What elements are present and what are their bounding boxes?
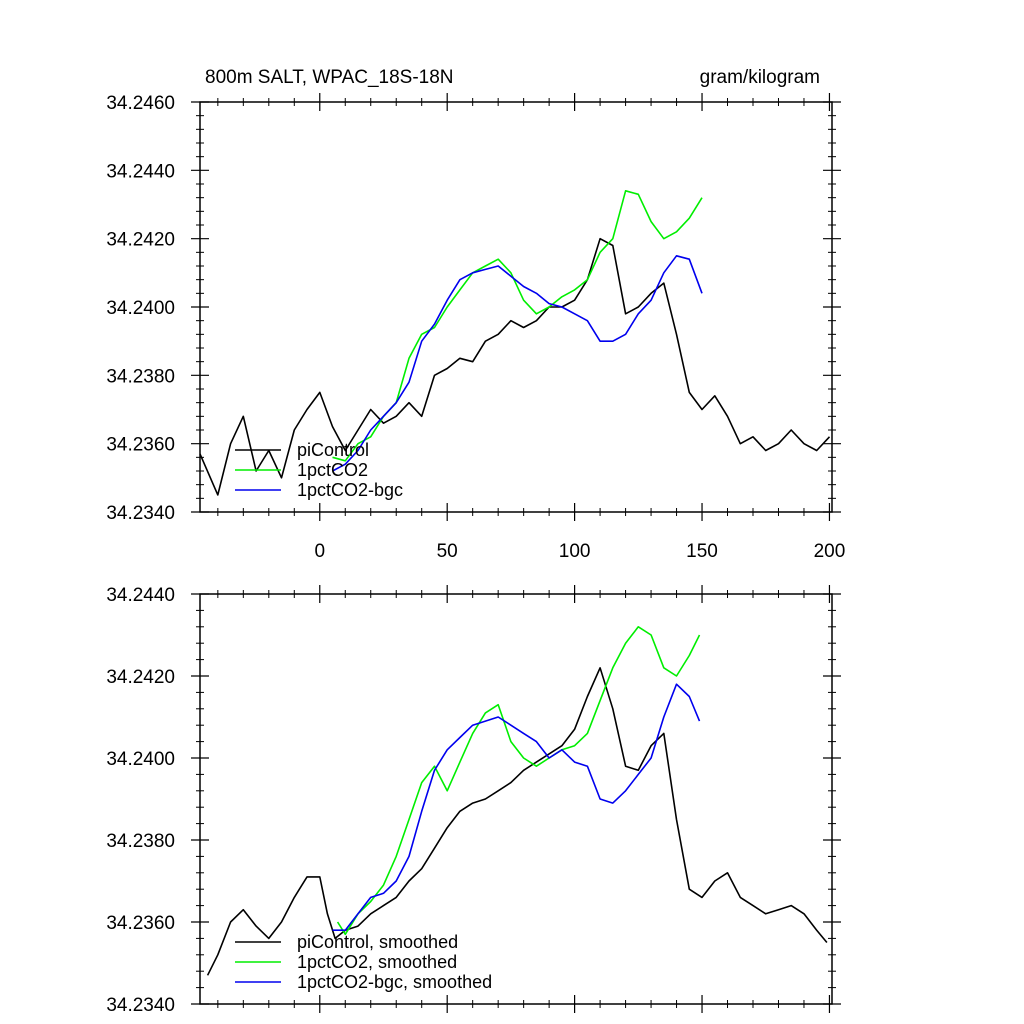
legend-label: 1pctCO2-bgc [297,480,403,500]
x-tick-label: 100 [559,541,591,562]
y-tick-label: 34.2440 [106,585,175,606]
y-tick-label: 34.2340 [106,503,175,524]
x-tick-label: 150 [686,541,718,562]
series-line-2 [336,625,701,936]
series-line-1 [206,666,828,976]
y-tick-label: 34.2380 [106,366,175,387]
y-tick-label: 34.2400 [106,749,175,770]
y-tick-label: 34.2360 [106,913,175,934]
y-tick-label: 34.2420 [106,667,175,688]
plot-frame [199,593,833,1005]
series-line-3 [332,255,703,472]
y-tick-label: 34.2340 [106,995,175,1016]
chart-units: gram/kilogram [700,67,820,88]
y-tick-label: 34.2440 [106,161,175,182]
series-line-3 [332,683,701,932]
y-tick-label: 34.2400 [106,298,175,319]
x-tick-label: 200 [814,541,846,562]
series-line-1 [199,237,831,496]
legend-label: 1pctCO2 [297,460,368,480]
legend-label: 1pctCO2, smoothed [297,952,457,972]
x-tick-label: 0 [314,541,325,562]
y-tick-label: 34.2420 [106,230,175,251]
chart-title: 800m SALT, WPAC_18S-18N [205,67,454,88]
legend-label: 1pctCO2-bgc, smoothed [297,972,492,992]
x-tick-label: 50 [437,541,458,562]
top-panel: 34.2340 34.2360 34.2380 34.2400 34.2420 34.24… [106,93,845,562]
y-tick-label: 34.2380 [106,831,175,852]
y-tick-label: 34.2360 [106,435,175,456]
bottom-panel: 34.2340 34.2360 34.2380 34.2400 34.2420 34.24… [106,585,841,1016]
legend-label: piControl, smoothed [297,932,458,952]
y-tick-label: 34.2460 [106,93,175,114]
legend-label: piControl [297,440,369,460]
